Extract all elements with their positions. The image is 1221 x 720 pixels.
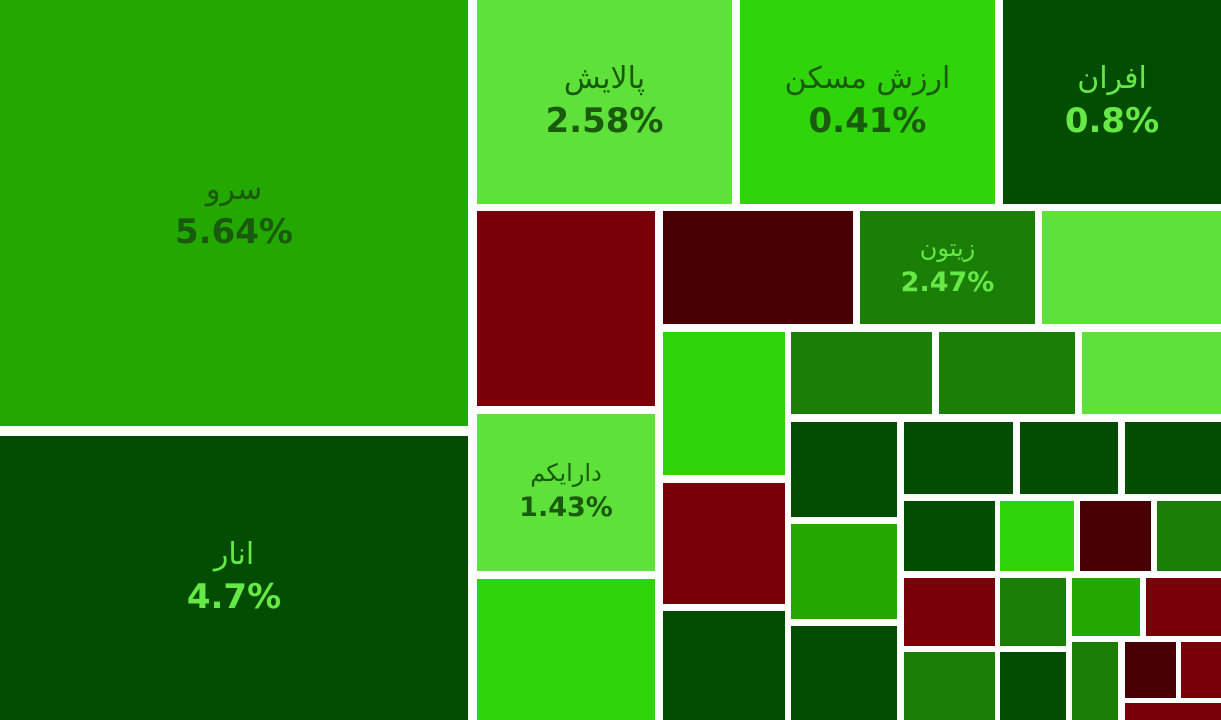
tile[interactable]	[1125, 703, 1221, 720]
tile[interactable]: افران 0.8%	[1003, 0, 1221, 204]
tile[interactable]	[904, 578, 995, 646]
tile[interactable]: سرو 5.64%	[0, 0, 468, 426]
tile[interactable]	[1181, 642, 1221, 698]
tile[interactable]	[1072, 578, 1140, 636]
tile[interactable]	[1157, 501, 1221, 571]
tile-change: 4.7%	[186, 576, 282, 617]
tile[interactable]	[663, 332, 785, 475]
tile[interactable]	[1080, 501, 1151, 571]
tile[interactable]	[1000, 578, 1066, 646]
tile-change: 0.41%	[808, 100, 927, 141]
tile[interactable]	[791, 422, 897, 517]
tile[interactable]	[1042, 211, 1221, 324]
tile-change: 5.64%	[175, 211, 293, 252]
tile[interactable]	[791, 626, 897, 720]
tile-change: 2.47%	[900, 267, 995, 299]
tile[interactable]	[663, 211, 853, 324]
tile-change: 1.43%	[519, 492, 613, 524]
tile[interactable]	[477, 211, 655, 406]
tile[interactable]	[1125, 642, 1176, 698]
tile[interactable]	[1125, 422, 1221, 494]
tile-change: 2.58%	[545, 100, 664, 141]
tile[interactable]: زیتون 2.47%	[860, 211, 1035, 324]
tile[interactable]: انار 4.7%	[0, 436, 468, 720]
tile[interactable]	[939, 332, 1075, 414]
tile[interactable]: ارزش مسکن 0.41%	[740, 0, 995, 204]
tile-name: ارزش مسکن	[784, 60, 951, 96]
tile[interactable]	[791, 524, 897, 619]
tile[interactable]	[477, 579, 655, 720]
tile[interactable]	[1000, 501, 1074, 571]
tile[interactable]	[791, 332, 932, 414]
tile[interactable]	[1000, 652, 1066, 720]
tile[interactable]	[663, 483, 785, 604]
tile[interactable]	[1082, 332, 1221, 414]
tile[interactable]	[1072, 642, 1118, 720]
tile-name: زیتون	[919, 234, 976, 262]
tile-name: سرو	[205, 171, 263, 207]
tile[interactable]	[904, 422, 1013, 494]
tile-name: پالایش	[563, 60, 646, 96]
tile[interactable]	[904, 501, 995, 571]
tile[interactable]	[1020, 422, 1118, 494]
tile-change: 0.8%	[1064, 100, 1160, 141]
tile[interactable]: پالایش 2.58%	[477, 0, 732, 204]
tile[interactable]	[663, 611, 785, 720]
tile-name: انار	[213, 536, 255, 572]
tile[interactable]	[904, 652, 995, 720]
tile[interactable]: دارایکم 1.43%	[477, 414, 655, 571]
tile-name: دارایکم	[530, 459, 602, 487]
tile-name: افران	[1077, 60, 1147, 96]
tile[interactable]	[1146, 578, 1221, 636]
